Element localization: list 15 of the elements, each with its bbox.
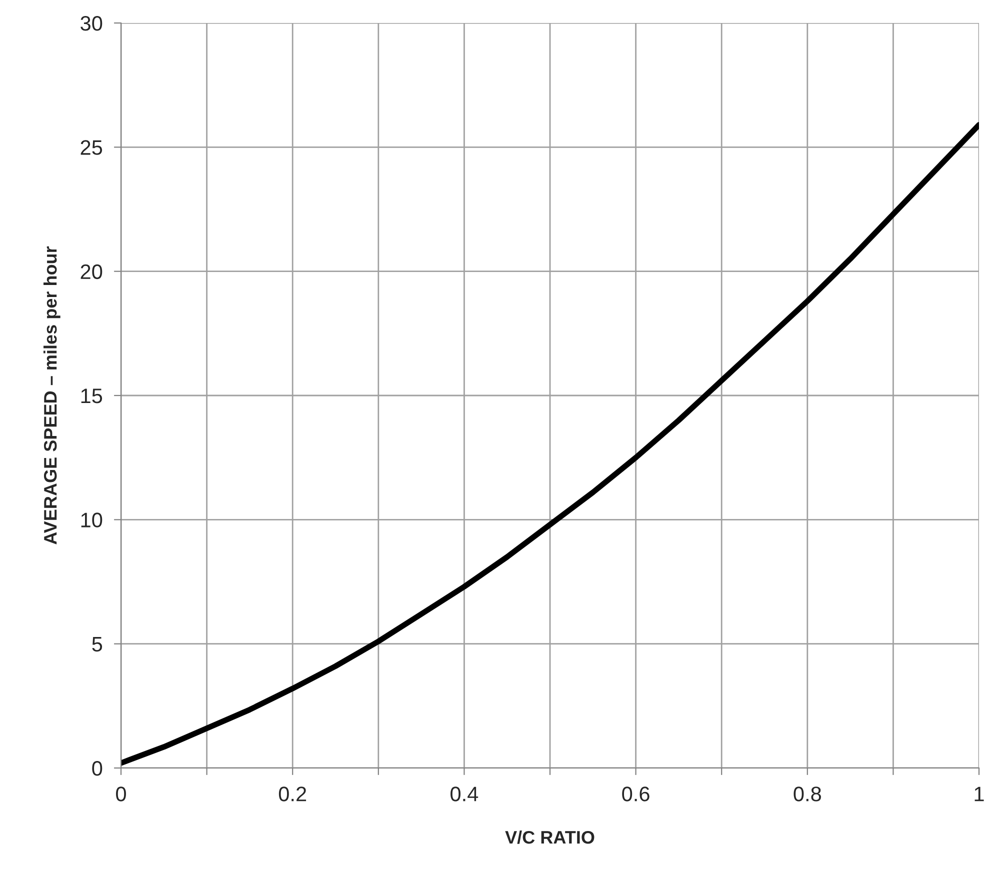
y-tick-label: 25 [80, 140, 102, 155]
y-axis-title: AVERAGE SPEED – miles per hour [44, 246, 60, 544]
y-tick-label: 20 [80, 264, 102, 280]
y-tick-label: 15 [81, 388, 102, 404]
x-tick-label: 1 [974, 786, 984, 802]
x-tick-label: 0.8 [794, 786, 821, 802]
y-tick-label: 10 [81, 512, 102, 528]
y-tick-label: 5 [92, 637, 102, 652]
x-tick-label: 0.4 [450, 786, 478, 802]
y-tick-label: 30 [80, 16, 102, 31]
x-axis-title: V/C RATIO [505, 830, 594, 844]
x-tick-label: 0.2 [278, 786, 306, 802]
y-tick-label: 0 [92, 761, 102, 776]
x-tick-label: 0 [116, 786, 126, 802]
x-tick-label: 0.6 [622, 786, 650, 802]
